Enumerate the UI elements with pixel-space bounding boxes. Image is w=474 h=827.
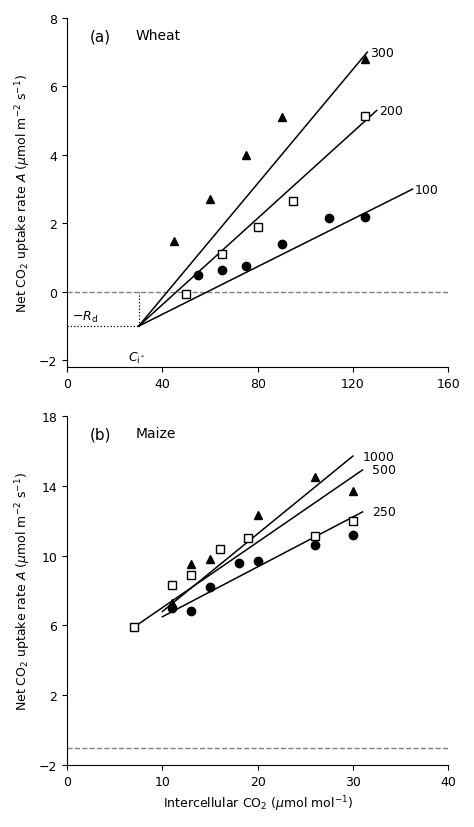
Text: 300: 300 bbox=[370, 46, 393, 60]
Text: 1000: 1000 bbox=[363, 450, 394, 463]
Text: 100: 100 bbox=[415, 184, 439, 197]
Text: (b): (b) bbox=[90, 427, 111, 442]
Text: 500: 500 bbox=[372, 464, 396, 477]
Text: $C_{\mathrm{i}^*}$: $C_{\mathrm{i}^*}$ bbox=[128, 350, 145, 365]
Text: 250: 250 bbox=[372, 506, 396, 519]
Y-axis label: Net CO$_2$ uptake rate $A$ ($\mu$mol m$^{-2}$ s$^{-1}$): Net CO$_2$ uptake rate $A$ ($\mu$mol m$^… bbox=[14, 471, 34, 710]
X-axis label: Intercellular CO$_2$ ($\mu$mol mol$^{-1}$): Intercellular CO$_2$ ($\mu$mol mol$^{-1}… bbox=[163, 794, 353, 813]
Text: $-R_\mathrm{d}$: $-R_\mathrm{d}$ bbox=[72, 310, 98, 325]
Text: Wheat: Wheat bbox=[136, 29, 181, 43]
Text: 200: 200 bbox=[379, 105, 403, 117]
Text: Maize: Maize bbox=[136, 427, 176, 441]
Text: (a): (a) bbox=[90, 29, 111, 45]
Y-axis label: Net CO$_2$ uptake rate $A$ ($\mu$mol m$^{-2}$ s$^{-1}$): Net CO$_2$ uptake rate $A$ ($\mu$mol m$^… bbox=[14, 74, 34, 313]
